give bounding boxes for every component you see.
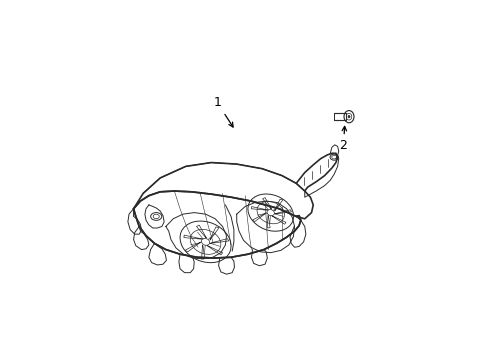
Text: 2: 2 <box>339 126 346 152</box>
Text: 1: 1 <box>213 96 233 127</box>
Ellipse shape <box>347 116 349 118</box>
